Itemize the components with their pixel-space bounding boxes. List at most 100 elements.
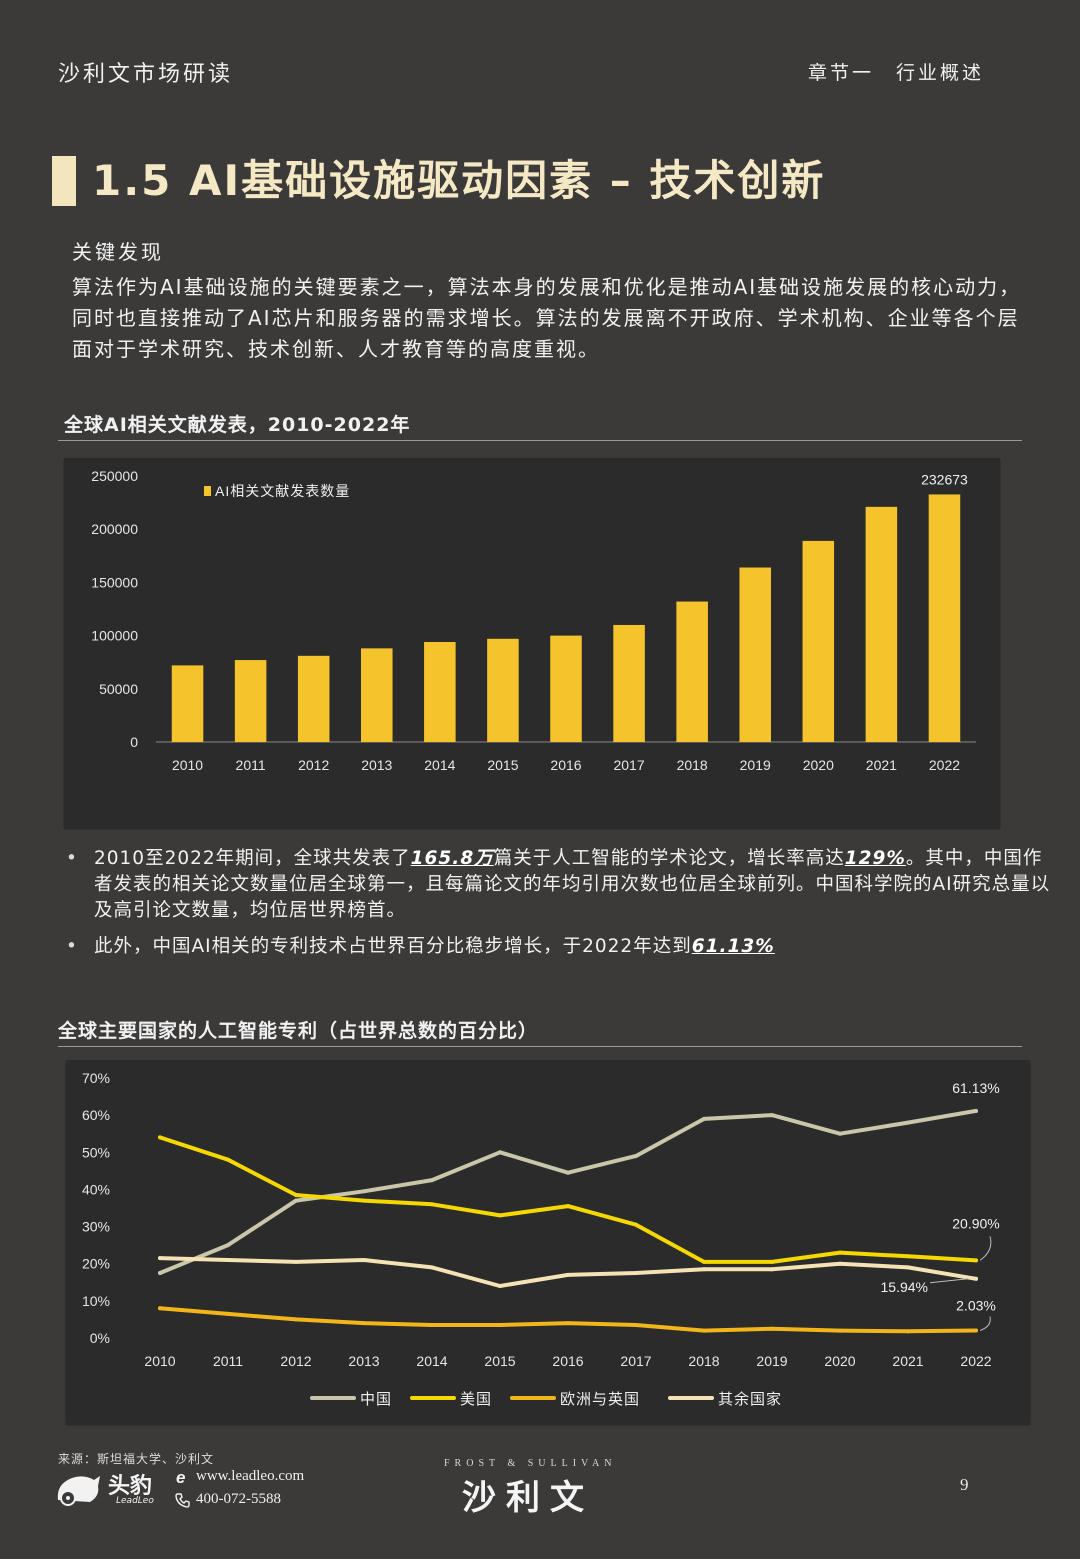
line-chart-container: 0% 10% 20% 30% 40% 50% 60% 70% 2010 2011 2012 2013 2… xyxy=(66,1060,1030,1424)
website-url[interactable]: www.leadleo.com xyxy=(196,1468,305,1484)
series-others-point xyxy=(498,1284,502,1288)
series-others-point xyxy=(226,1258,230,1262)
x-tick-label: 2019 xyxy=(756,1353,787,1369)
highlight-growth: 129% xyxy=(844,848,906,869)
x-tick-label: 2018 xyxy=(688,1353,719,1369)
bar-chart-section-title: 全球AI相关文献发表，2010-2022年 xyxy=(64,414,411,436)
series-us-line xyxy=(158,1135,978,1264)
series-eu-uk-line xyxy=(158,1306,978,1334)
leadleo-logo-icon xyxy=(54,1470,102,1508)
y-tick-label: 20% xyxy=(82,1256,110,1272)
bar-2019 xyxy=(739,567,771,742)
bar-2020 xyxy=(802,540,835,742)
title-accent-bar xyxy=(52,156,76,206)
series-eu-uk-point xyxy=(158,1306,162,1311)
key-findings-text: 算法作为AI基础设施的关键要素之一，算法本身的发展和优化是推动AI基础设施发展的… xyxy=(72,275,1022,361)
x-tick-label: 2015 xyxy=(487,757,518,773)
bullet-list: 2010至2022年期间，全球共发表了165.8万篇关于人工智能的学术论文，增长… xyxy=(66,846,1056,968)
series-eu-uk-point xyxy=(430,1323,434,1327)
bullet-text: 。其中，中国作者发表的相关论文数量位居全球第一，且每篇论文的年均引用次数也位居全… xyxy=(94,848,1051,921)
series-us-point xyxy=(702,1259,706,1264)
y-tick-label: 100000 xyxy=(91,628,138,644)
series-eu-uk-point xyxy=(362,1321,366,1326)
bullet-item: 2010至2022年期间，全球共发表了165.8万篇关于人工智能的学术论文，增长… xyxy=(66,846,1056,924)
series-china-point xyxy=(226,1243,230,1248)
series-china-point xyxy=(430,1178,434,1183)
bar-2022 xyxy=(928,494,961,742)
bar-2014 xyxy=(424,641,456,742)
y-tick-label: 50% xyxy=(82,1144,110,1160)
series-others-point xyxy=(906,1265,910,1270)
x-tick-label: 2010 xyxy=(144,1353,175,1369)
series-others-point xyxy=(566,1272,570,1277)
end-label-us: 20.90% xyxy=(952,1215,999,1231)
series-eu-uk-point xyxy=(770,1326,774,1331)
series-china-point xyxy=(498,1150,502,1155)
series-china-point xyxy=(906,1120,910,1125)
highlight-papers: 165.8万 xyxy=(410,848,494,869)
others-label-leader xyxy=(929,1278,969,1284)
bullet-text: 2010至2022年期间，全球共发表了 xyxy=(94,848,411,869)
bullet-item: 此外，中国AI相关的专利技术占世界百分比稳步增长，于2022年达到61.13% xyxy=(66,934,1056,960)
bar-2013 xyxy=(361,648,393,742)
series-china-point xyxy=(566,1170,570,1175)
legend-label-series-us: 美国 xyxy=(460,1391,492,1408)
bar-2021 xyxy=(865,506,898,742)
line-chart: 0% 10% 20% 30% 40% 50% 60% 70% 2010 2011 2012 2013 2… xyxy=(82,1070,1000,1408)
legend-label-series-eu-uk: 欧洲与英国 xyxy=(560,1390,640,1408)
series-china-point xyxy=(770,1113,774,1118)
x-tick-label: 2020 xyxy=(803,757,834,773)
series-china-point xyxy=(294,1198,298,1203)
series-china-line xyxy=(158,1108,978,1275)
y-tick-label: 250000 xyxy=(91,468,138,484)
y-tick-label: 30% xyxy=(82,1219,110,1235)
key-findings-label: 关键发现 xyxy=(72,240,164,264)
series-others-point xyxy=(294,1259,298,1264)
series-eu-uk-point xyxy=(634,1323,638,1327)
series-others-point xyxy=(158,1256,162,1261)
bar-2017 xyxy=(613,624,645,742)
series-eu-uk-point xyxy=(906,1329,910,1334)
chapter-label: 章节一 行业概述 xyxy=(807,62,984,84)
series-china-point xyxy=(158,1271,162,1275)
legend-label-series-china: 中国 xyxy=(360,1391,392,1408)
y-tick-label: 150000 xyxy=(91,574,138,590)
bullet-text: 此外，中国AI相关的专利技术占世界百分比稳步增长，于2022年达到 xyxy=(94,936,692,957)
series-eu-uk-point xyxy=(566,1321,570,1326)
bar-2011 xyxy=(234,660,267,742)
x-tick-label: 2013 xyxy=(348,1353,379,1369)
series-china-point xyxy=(362,1189,366,1194)
leadleo-logo-cn: 头豹 xyxy=(108,1474,153,1499)
series-others-line xyxy=(158,1256,978,1288)
end-label-china: 61.13% xyxy=(952,1080,999,1096)
series-us-point xyxy=(498,1213,502,1218)
series-us-point xyxy=(430,1202,434,1207)
series-china-point xyxy=(702,1116,706,1121)
phone-number: 400-072-5588 xyxy=(196,1491,281,1507)
series-eu-uk-point xyxy=(702,1328,706,1333)
series-others-point xyxy=(974,1276,978,1281)
bar-2012 xyxy=(297,655,330,742)
x-tick-label: 2016 xyxy=(550,757,581,773)
sullivan-logo-cn: 沙利文 xyxy=(462,1478,594,1518)
frost-sullivan-wordmark: FROST & SULLIVAN xyxy=(444,1458,617,1469)
highlight-patent-share: 61.13% xyxy=(691,936,775,957)
x-tick-label: 2014 xyxy=(424,757,455,773)
y-tick-label: 60% xyxy=(82,1107,110,1123)
series-eu-uk-point xyxy=(226,1311,230,1316)
legend-swatch xyxy=(204,486,211,496)
series-us-point xyxy=(974,1258,978,1263)
legend-label-series-others: 其余国家 xyxy=(718,1390,782,1408)
phone-icon xyxy=(174,1491,192,1509)
x-tick-label: 2017 xyxy=(620,1353,651,1369)
series-china-point xyxy=(634,1154,638,1158)
series-us-point xyxy=(158,1135,162,1140)
y-tick-label: 0 xyxy=(130,734,138,750)
x-tick-label: 2022 xyxy=(960,1353,991,1369)
source-note: 来源：斯坦福大学、沙利文 xyxy=(58,1452,215,1466)
bar-chart-container: 0 50000 100000 150000 200000 250000 2010 2011 20… xyxy=(64,458,1000,828)
series-others-point xyxy=(430,1265,434,1270)
series-others-point xyxy=(362,1258,366,1262)
x-tick-label: 2017 xyxy=(613,757,644,773)
y-tick-label: 40% xyxy=(82,1181,110,1197)
